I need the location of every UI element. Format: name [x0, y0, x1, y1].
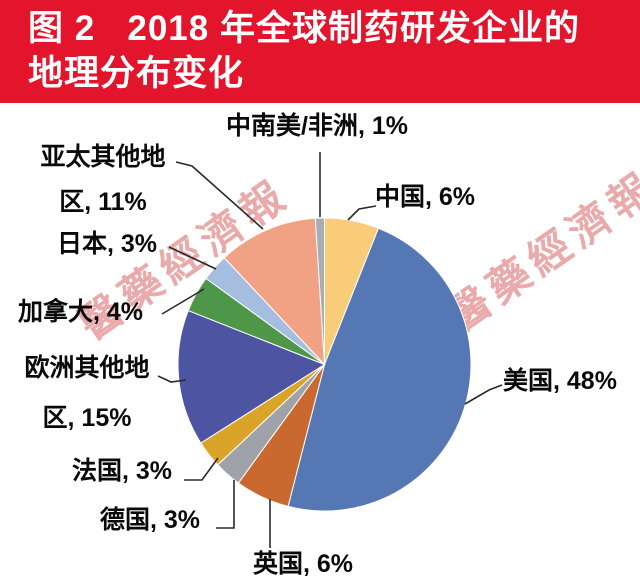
leader-line-japan [168, 246, 217, 270]
slice-label-china: 中国, 6% [375, 183, 476, 211]
leader-line-germany [216, 480, 235, 529]
slice-label-europe_other: 欧洲其他地 区, 15% [24, 354, 150, 432]
slice-label-usa: 美国, 48% [503, 367, 617, 395]
leader-line-asia_pac_other [175, 161, 264, 230]
leader-line-europe_other [157, 375, 187, 383]
slice-label-germany: 德国, 3% [100, 506, 201, 534]
pie-slice-europe_other[interactable] [177, 309, 326, 444]
slice-label-uk: 英国, 6% [253, 550, 354, 578]
leader-line-china [347, 205, 377, 221]
slice-label-france: 法国, 3% [72, 457, 173, 485]
title-banner: 图 2 2018 年全球制药研发企业的 地理分布变化 [0, 0, 640, 103]
pie-slice-asia_pac_other[interactable] [223, 217, 326, 366]
leader-line-canada [161, 288, 205, 315]
figure-title-line1: 图 2 2018 年全球制药研发企业的 [28, 9, 580, 48]
slice-label-canada: 加拿大, 4% [18, 298, 144, 326]
slice-label-asia_pac_other: 亚太其他地 区, 11% [40, 143, 166, 216]
leader-line-france [184, 457, 219, 481]
slice-label-csa_africa: 中南美/非洲, 1% [226, 112, 408, 140]
leader-line-usa [464, 384, 503, 405]
pie-slice-usa[interactable] [287, 227, 472, 512]
pie-slice-csa_africa[interactable] [314, 217, 325, 365]
figure-title-line2: 地理分布变化 [28, 54, 245, 93]
slice-label-japan: 日本, 3% [57, 230, 158, 258]
